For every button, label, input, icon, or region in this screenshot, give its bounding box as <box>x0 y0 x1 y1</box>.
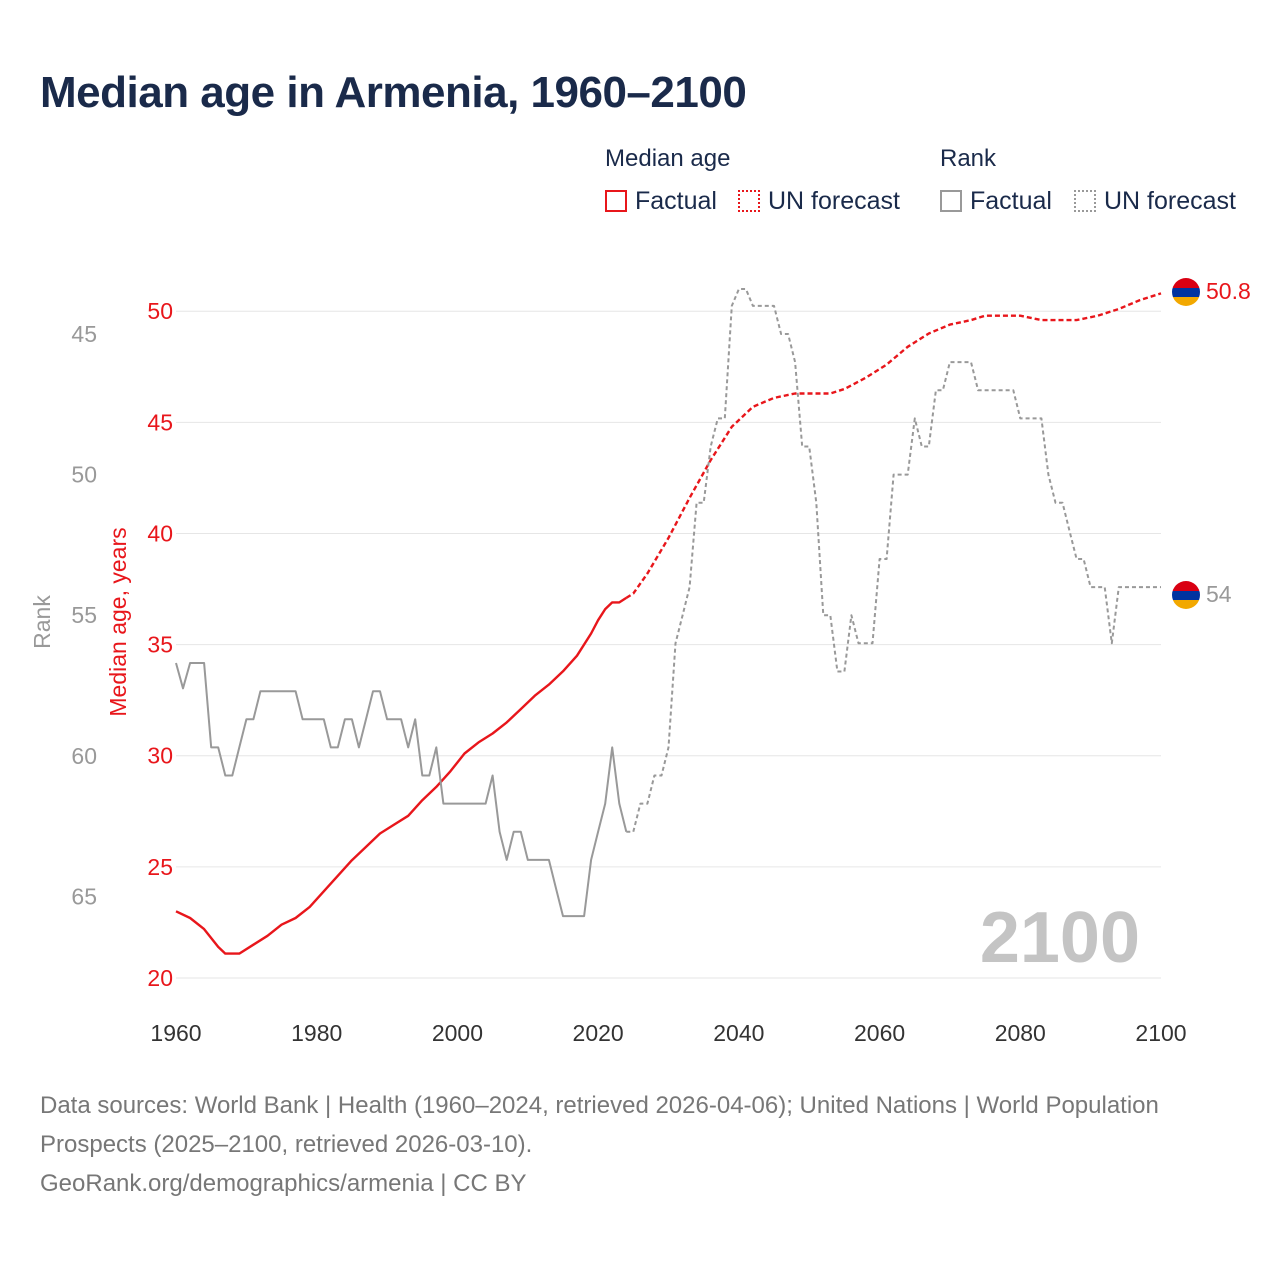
legend-label: UN forecast <box>1104 186 1236 215</box>
x-tick-label: 2100 <box>1135 1020 1186 1046</box>
flag-marker-median <box>1172 278 1200 306</box>
x-tick-label: 2000 <box>432 1020 483 1046</box>
median-age-chart: 2100 20 25 30 35 40 45 50 45 50 55 60 65 1960 1980 2… <box>29 278 1251 1046</box>
x-tick-label: 2060 <box>854 1020 905 1046</box>
x-tick-label: 2020 <box>573 1020 624 1046</box>
footer: Data sources: World Bank | Health (1960–… <box>40 1086 1220 1203</box>
flag-marker-rank <box>1172 581 1200 609</box>
end-label-median: 50.8 <box>1206 278 1251 304</box>
legend-rank-factual[interactable]: Factual <box>940 186 1052 216</box>
x-tick-label: 1980 <box>291 1020 342 1046</box>
year-watermark: 2100 <box>980 898 1140 978</box>
legend-swatch-solid-grey <box>940 190 962 212</box>
rank-tick-label: 50 <box>71 462 97 488</box>
legend-label: Factual <box>635 186 717 215</box>
y-tick-label: 50 <box>147 298 173 324</box>
rank-tick-label: 45 <box>71 321 97 347</box>
legend-swatch-dotted-grey <box>1074 190 1096 212</box>
y-tick-label: 40 <box>147 520 173 546</box>
gridlines <box>176 310 1161 979</box>
legend-heading-median: Median age <box>605 145 731 172</box>
x-tick-label: 2040 <box>713 1020 764 1046</box>
rank-tick-label: 65 <box>71 883 97 909</box>
y-axis-label-rank: Rank <box>29 595 55 649</box>
y-tick-label: 45 <box>147 409 173 435</box>
rank-factual-line <box>175 662 628 918</box>
x-tick-label: 2080 <box>995 1020 1046 1046</box>
y-tick-label: 25 <box>147 854 173 880</box>
attribution-link[interactable]: GeoRank.org/demographics/armenia | CC BY <box>40 1170 527 1197</box>
legend-heading-rank: Rank <box>940 145 997 172</box>
series-lines <box>175 288 1162 955</box>
y-axis-label-median: Median age, years <box>105 527 131 716</box>
legend-median-factual[interactable]: Factual <box>605 186 717 216</box>
y-axis-left: 20 25 30 35 40 45 50 <box>147 298 173 991</box>
rank-tick-label: 55 <box>71 602 97 628</box>
median-age-factual-line <box>175 596 627 955</box>
rank-forecast-line <box>626 288 1161 833</box>
legend-label: UN forecast <box>768 186 900 215</box>
legend-rank-forecast[interactable]: UN forecast <box>1074 186 1236 216</box>
y-tick-label: 35 <box>147 632 173 658</box>
median-age-forecast-line <box>625 292 1162 599</box>
y-tick-label: 30 <box>147 743 173 769</box>
y-axis-rank: 45 50 55 60 65 <box>71 321 97 909</box>
x-axis: 1960 1980 2000 2020 2040 2060 2080 2100 <box>150 1020 1186 1046</box>
end-label-rank: 54 <box>1206 581 1232 607</box>
page-title: Median age in Armenia, 1960–2100 <box>40 68 747 117</box>
legend-swatch-dotted-red <box>738 190 760 212</box>
legend-median-forecast[interactable]: UN forecast <box>738 186 900 216</box>
legend-label: Factual <box>970 186 1052 215</box>
y-tick-label: 20 <box>147 965 173 991</box>
data-sources: Data sources: World Bank | Health (1960–… <box>40 1092 1159 1158</box>
legend-swatch-solid-red <box>605 190 627 212</box>
x-tick-label: 1960 <box>150 1020 201 1046</box>
rank-tick-label: 60 <box>71 743 97 769</box>
